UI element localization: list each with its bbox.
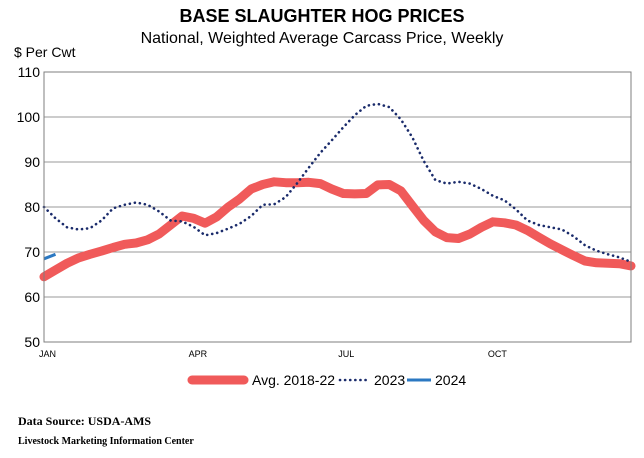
x-tick-label: JUL <box>338 349 354 359</box>
legend: Avg. 2018-22 2023 2024 <box>187 372 466 388</box>
y-tick-label: 110 <box>18 64 41 80</box>
y-tick-label: 70 <box>24 244 40 260</box>
y-tick-label: 80 <box>24 199 40 215</box>
series-line-3 <box>43 252 57 261</box>
legend-label-3: 2024 <box>435 372 466 388</box>
data-source-note: Data Source: USDA-AMS <box>18 414 152 428</box>
y-tick-labels: 50 60 70 80 90 100 110 <box>17 64 41 350</box>
y-tick-label: 60 <box>24 289 40 305</box>
x-tick-label: OCT <box>488 349 508 359</box>
chart-subtitle: National, Weighted Average Carcass Price… <box>140 30 504 47</box>
legend-label-2: 2023 <box>374 372 405 388</box>
chart-title: BASE SLAUGHTER HOG PRICES <box>179 6 465 26</box>
y-tick-label: 100 <box>17 109 41 125</box>
series-line-2 <box>42 102 633 264</box>
legend-label-1: Avg. 2018-22 <box>252 372 335 388</box>
x-tick-labels: JAN APR JUL OCT <box>39 349 507 359</box>
series-lines <box>39 102 636 282</box>
y-tick-label: 50 <box>24 334 40 350</box>
series-line-1 <box>39 177 636 282</box>
center-credit: Livestock Marketing Information Center <box>18 436 194 447</box>
y-axis-label: $ Per Cwt <box>14 44 76 60</box>
y-tick-label: 90 <box>24 154 40 170</box>
chart-canvas: 50 60 70 80 90 100 110 JAN APR JUL OCT Avg. 2018-… <box>17 64 636 388</box>
x-tick-label: APR <box>189 349 208 359</box>
plot-frame <box>43 71 632 343</box>
x-tick-label: JAN <box>39 349 56 359</box>
grid-lines <box>44 71 631 343</box>
